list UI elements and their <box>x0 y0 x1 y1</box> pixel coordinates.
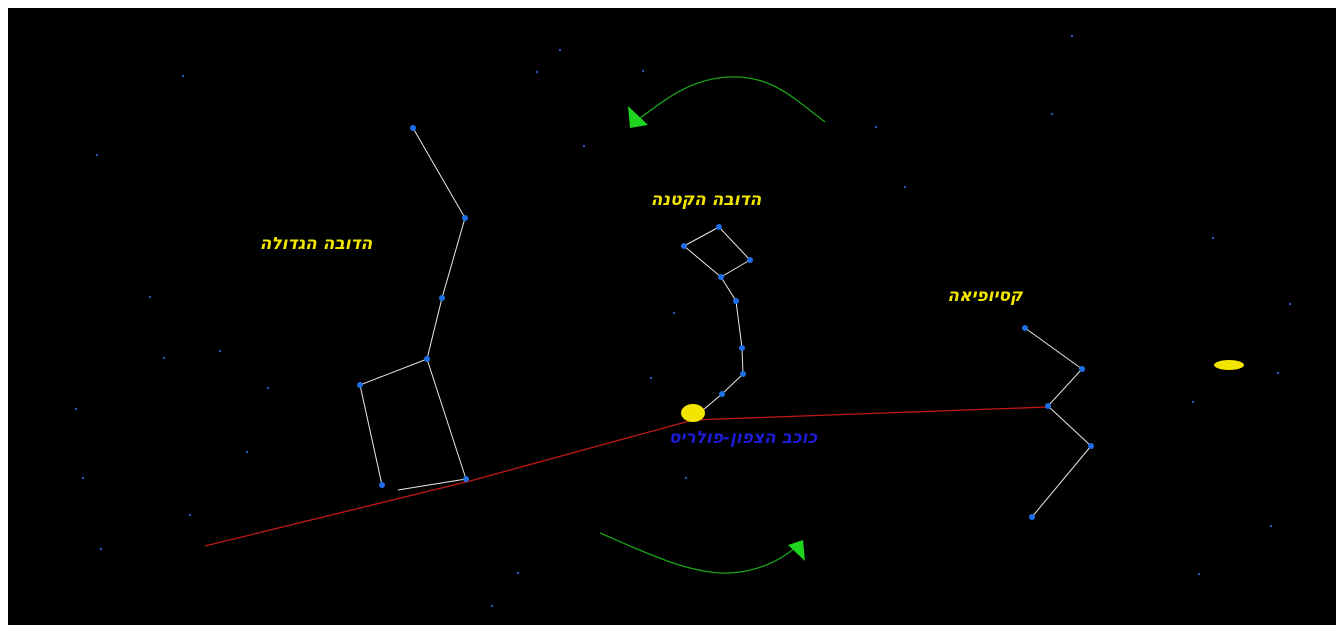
polaris-label: כוכב הצפון-פולריס <box>669 428 818 448</box>
big-dipper-label: הדובה הגדולה <box>260 234 373 254</box>
page: {"labels": {"big_dipper": "הדובה הגדולה"… <box>0 0 1344 633</box>
cassiopeia-label: קסיופיאה <box>947 286 1024 306</box>
polaris <box>681 404 705 422</box>
yellow-object <box>1214 360 1244 370</box>
little-dipper-label: הדובה הקטנה <box>651 190 762 210</box>
sky-diagram: הדובה הגדולה הדובה הקטנה קסיופיאה כוכב ה… <box>0 0 1344 633</box>
night-sky <box>8 8 1336 625</box>
